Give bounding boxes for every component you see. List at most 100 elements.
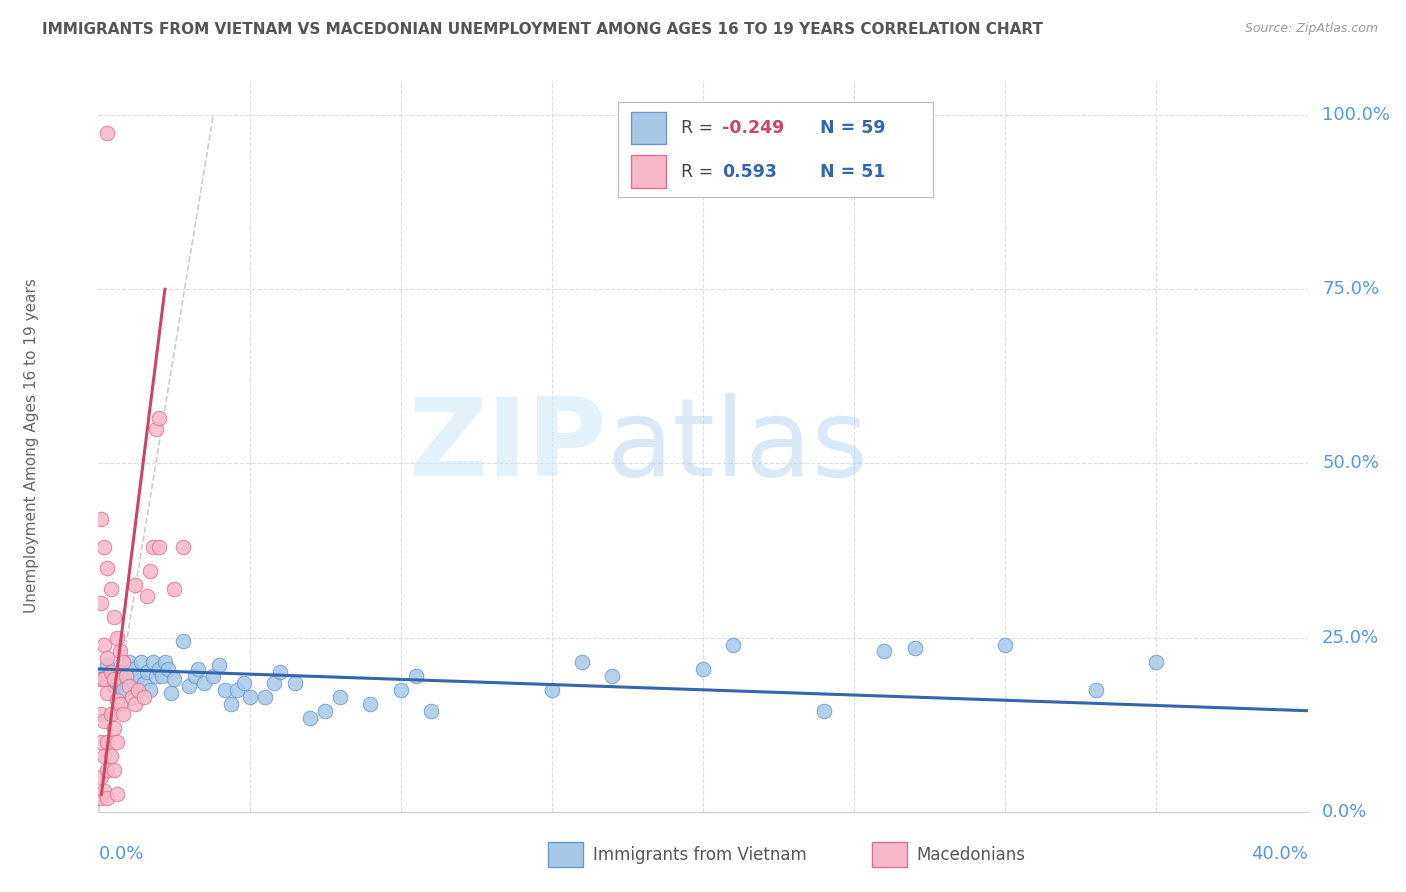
- Point: [100, 582, 122, 596]
- Point: [1085, 682, 1108, 697]
- Point: [163, 673, 186, 687]
- Point: [142, 655, 165, 669]
- Text: 25.0%: 25.0%: [1322, 629, 1379, 647]
- Point: [153, 655, 176, 669]
- Point: [127, 682, 149, 697]
- Point: [132, 690, 155, 704]
- Point: [124, 679, 146, 693]
- Point: [208, 658, 231, 673]
- Point: [90, 707, 112, 722]
- Text: 0.0%: 0.0%: [1322, 803, 1368, 821]
- Text: 75.0%: 75.0%: [1322, 280, 1379, 298]
- Point: [111, 655, 134, 669]
- Point: [193, 676, 215, 690]
- Point: [419, 704, 441, 718]
- Point: [100, 669, 122, 683]
- Point: [721, 638, 744, 652]
- Point: [93, 638, 115, 652]
- Point: [139, 682, 162, 697]
- Point: [142, 540, 165, 554]
- Point: [118, 655, 141, 669]
- Point: [1144, 655, 1167, 669]
- Point: [202, 669, 225, 683]
- Point: [118, 679, 141, 693]
- Text: 100.0%: 100.0%: [1322, 106, 1391, 124]
- Text: 0.0%: 0.0%: [98, 845, 143, 863]
- Point: [226, 682, 249, 697]
- Point: [253, 690, 276, 704]
- Point: [994, 638, 1017, 652]
- Point: [96, 790, 118, 805]
- Text: Macedonians: Macedonians: [917, 846, 1026, 863]
- Point: [108, 697, 131, 711]
- Point: [172, 634, 194, 648]
- Point: [692, 662, 714, 676]
- Text: 50.0%: 50.0%: [1322, 454, 1379, 473]
- Text: ZIP: ZIP: [408, 393, 606, 499]
- Point: [172, 540, 194, 554]
- Point: [269, 665, 291, 680]
- Point: [263, 676, 285, 690]
- Text: Source: ZipAtlas.com: Source: ZipAtlas.com: [1244, 22, 1378, 36]
- Point: [389, 682, 412, 697]
- Point: [96, 658, 118, 673]
- FancyBboxPatch shape: [631, 112, 665, 145]
- Point: [156, 662, 179, 676]
- Point: [121, 662, 143, 676]
- Text: 40.0%: 40.0%: [1251, 845, 1308, 863]
- Point: [114, 669, 136, 683]
- Point: [135, 665, 157, 680]
- Point: [299, 711, 322, 725]
- Point: [284, 676, 307, 690]
- Text: -0.249: -0.249: [723, 119, 785, 136]
- Point: [132, 676, 155, 690]
- Point: [160, 686, 183, 700]
- Point: [103, 673, 125, 687]
- Text: N = 51: N = 51: [820, 162, 884, 181]
- Point: [124, 697, 146, 711]
- Point: [100, 749, 122, 764]
- Point: [145, 669, 167, 683]
- Point: [129, 655, 152, 669]
- Point: [90, 596, 112, 610]
- Point: [103, 609, 125, 624]
- Point: [105, 693, 128, 707]
- Point: [214, 682, 236, 697]
- Point: [148, 662, 170, 676]
- Text: IMMIGRANTS FROM VIETNAM VS MACEDONIAN UNEMPLOYMENT AMONG AGES 16 TO 19 YEARS COR: IMMIGRANTS FROM VIETNAM VS MACEDONIAN UN…: [42, 22, 1043, 37]
- Point: [108, 665, 131, 680]
- Point: [96, 735, 118, 749]
- Point: [103, 721, 125, 735]
- Point: [904, 640, 927, 655]
- Point: [93, 749, 115, 764]
- Text: Immigrants from Vietnam: Immigrants from Vietnam: [593, 846, 807, 863]
- Point: [813, 704, 835, 718]
- Point: [127, 669, 149, 683]
- Point: [93, 714, 115, 728]
- Point: [90, 673, 112, 687]
- Point: [177, 679, 201, 693]
- Text: atlas: atlas: [606, 393, 869, 499]
- Point: [150, 669, 173, 683]
- Point: [96, 651, 118, 665]
- Point: [571, 655, 593, 669]
- Point: [90, 790, 112, 805]
- Point: [405, 669, 427, 683]
- Point: [114, 669, 136, 683]
- Text: N = 59: N = 59: [820, 119, 884, 136]
- Point: [148, 411, 170, 425]
- Point: [111, 682, 134, 697]
- Point: [139, 565, 162, 579]
- Point: [187, 662, 209, 676]
- Point: [360, 697, 382, 711]
- Point: [105, 787, 128, 801]
- Point: [90, 735, 112, 749]
- Point: [90, 770, 112, 784]
- Point: [103, 679, 125, 693]
- Point: [90, 669, 112, 683]
- Point: [105, 735, 128, 749]
- Point: [163, 582, 186, 596]
- Text: 0.593: 0.593: [723, 162, 778, 181]
- Point: [135, 589, 157, 603]
- Point: [121, 690, 143, 704]
